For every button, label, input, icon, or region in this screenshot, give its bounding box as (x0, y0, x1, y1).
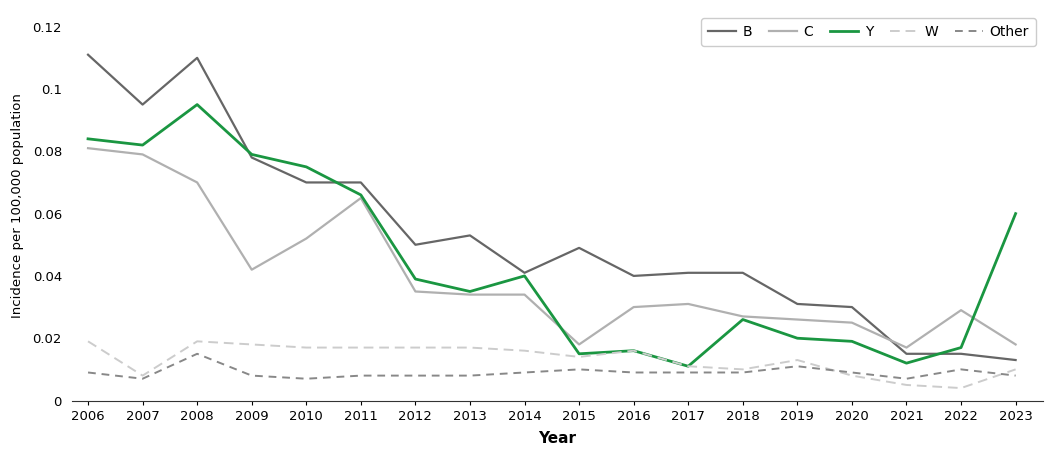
W (845, 373, 858, 378)
W (82, 339, 95, 344)
W (464, 345, 476, 351)
Y (737, 317, 749, 322)
C (955, 308, 968, 313)
W (191, 339, 203, 344)
W (900, 382, 913, 388)
C (792, 317, 804, 322)
W (246, 342, 258, 347)
Y (409, 276, 422, 282)
B (627, 273, 640, 279)
B (191, 55, 203, 61)
Line: B: B (89, 55, 1016, 360)
C (845, 320, 858, 325)
Other (572, 367, 585, 372)
C (354, 195, 367, 201)
Other (354, 373, 367, 378)
Other (955, 367, 968, 372)
B (136, 102, 149, 107)
C (737, 314, 749, 319)
B (300, 180, 313, 185)
B (409, 242, 422, 248)
W (519, 348, 531, 353)
Other (627, 370, 640, 375)
Y (1010, 211, 1022, 216)
Line: Other: Other (89, 354, 1016, 379)
Y (572, 351, 585, 356)
B (737, 270, 749, 276)
B (1010, 357, 1022, 363)
B (246, 155, 258, 160)
C (1010, 342, 1022, 347)
W (1010, 367, 1022, 372)
C (246, 267, 258, 272)
B (682, 270, 695, 276)
Other (136, 376, 149, 382)
Y (519, 273, 531, 279)
W (682, 363, 695, 369)
Legend: B, C, Y, W, Other: B, C, Y, W, Other (701, 18, 1036, 46)
C (300, 236, 313, 241)
W (300, 345, 313, 351)
B (955, 351, 968, 356)
Y (955, 345, 968, 351)
Y (354, 192, 367, 198)
Y (464, 289, 476, 294)
B (900, 351, 913, 356)
W (409, 345, 422, 351)
Other (464, 373, 476, 378)
Y (191, 102, 203, 107)
W (737, 367, 749, 372)
W (354, 345, 367, 351)
B (519, 270, 531, 276)
C (82, 145, 95, 151)
W (955, 385, 968, 391)
B (845, 304, 858, 310)
B (464, 233, 476, 238)
B (354, 180, 367, 185)
Line: Y: Y (89, 105, 1016, 366)
Other (246, 373, 258, 378)
C (572, 342, 585, 347)
Line: C: C (89, 148, 1016, 348)
Y (792, 335, 804, 341)
Y (682, 363, 695, 369)
B (572, 245, 585, 250)
C (627, 304, 640, 310)
Y-axis label: Incidence per 100,000 population: Incidence per 100,000 population (12, 93, 24, 318)
C (464, 292, 476, 298)
W (136, 373, 149, 378)
W (792, 357, 804, 363)
B (82, 52, 95, 58)
C (191, 180, 203, 185)
Y (900, 361, 913, 366)
X-axis label: Year: Year (539, 431, 577, 446)
Other (682, 370, 695, 375)
Other (82, 370, 95, 375)
Y (845, 339, 858, 344)
Other (845, 370, 858, 375)
Y (246, 152, 258, 157)
Other (1010, 373, 1022, 378)
Other (191, 351, 203, 356)
Y (627, 348, 640, 353)
C (136, 152, 149, 157)
C (900, 345, 913, 351)
Y (300, 164, 313, 170)
Line: W: W (89, 341, 1016, 388)
Other (409, 373, 422, 378)
C (409, 289, 422, 294)
Other (737, 370, 749, 375)
Other (792, 363, 804, 369)
W (572, 354, 585, 360)
Other (519, 370, 531, 375)
C (682, 301, 695, 307)
W (627, 348, 640, 353)
Y (136, 142, 149, 148)
B (792, 301, 804, 307)
Y (82, 136, 95, 142)
Other (900, 376, 913, 382)
Other (300, 376, 313, 382)
C (519, 292, 531, 298)
